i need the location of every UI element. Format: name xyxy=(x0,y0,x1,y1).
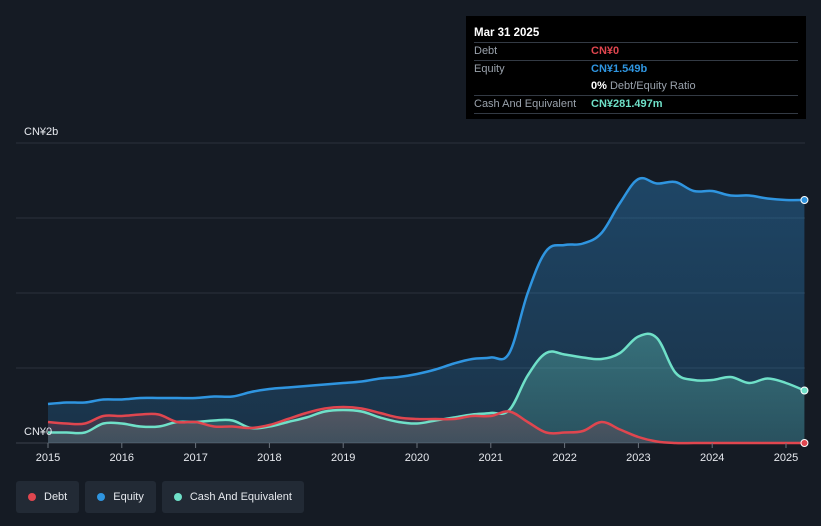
x-tick-label: 2019 xyxy=(331,452,355,464)
legend-equity-dot-icon xyxy=(97,493,106,501)
tooltip-row-ratio: 0% Debt/Equity Ratio xyxy=(474,78,798,95)
y-axis-bottom-label: CN¥0 xyxy=(24,426,52,438)
legend-debt-label: Debt xyxy=(44,491,68,503)
tooltip-ratio-label: Debt/Equity Ratio xyxy=(609,80,696,92)
x-tick-label: 2017 xyxy=(183,452,207,464)
debt-area xyxy=(48,407,805,444)
legend-debt-dot-icon xyxy=(28,493,36,501)
x-tick-label: 2022 xyxy=(552,452,576,464)
series-areas xyxy=(48,178,805,444)
y-axis-top-label: CN¥2b xyxy=(24,126,58,138)
tooltip-debt-value: CN¥0 xyxy=(591,45,620,57)
cash-and-equivalent-area xyxy=(48,333,805,443)
equity-end-marker xyxy=(800,196,809,204)
tooltip-row-equity: Equity CN¥1.549b xyxy=(474,60,798,78)
x-tick-label: 2015 xyxy=(36,452,60,464)
tooltip-debt-label: Debt xyxy=(474,45,498,57)
end-markers xyxy=(800,196,809,447)
x-tick-label: 2018 xyxy=(257,452,281,464)
tooltip-ratio: 0% Debt/Equity Ratio xyxy=(591,78,696,95)
x-tick-label: 2024 xyxy=(700,452,724,464)
legend-equity-label: Equity xyxy=(113,491,144,503)
tooltip-equity-label: Equity xyxy=(474,63,505,75)
tooltip-date: Mar 31 2025 xyxy=(474,27,540,39)
tooltip-cash-label: Cash And Equivalent xyxy=(474,98,577,110)
legend-cash-label: Cash And Equivalent xyxy=(189,491,292,503)
x-axis-ticks: 2015 2016 2017 2018 2019 2020 2021 2022 2023 2024… xyxy=(36,443,798,464)
tooltip-row-cash: Cash And Equivalent CN¥281.497m xyxy=(474,95,798,113)
legend-item-cash[interactable]: Cash And Equivalent xyxy=(161,481,304,513)
x-tick-label: 2016 xyxy=(110,452,134,464)
series-lines xyxy=(47,176,805,445)
cash-and-equivalent-end-marker xyxy=(800,386,809,395)
tooltip-cash-value: CN¥281.497m xyxy=(591,98,663,110)
chart-legend: Debt Equity Cash And Equivalent xyxy=(16,481,304,513)
x-tick-label: 2020 xyxy=(405,452,429,464)
legend-item-debt[interactable]: Debt xyxy=(16,481,80,513)
x-tick-label: 2021 xyxy=(479,452,503,464)
legend-item-equity[interactable]: Equity xyxy=(85,481,156,513)
x-tick-label: 2023 xyxy=(626,452,650,464)
debt-end-marker xyxy=(800,439,809,447)
tooltip-panel: Mar 31 2025 Debt CN¥0 Equity CN¥1.549b 0… xyxy=(466,16,806,119)
tooltip-ratio-value: 0% xyxy=(591,80,607,92)
tooltip-row-debt: Debt CN¥0 xyxy=(474,42,798,60)
tooltip-equity-value: CN¥1.549b xyxy=(591,63,648,75)
x-tick-label: 2025 xyxy=(774,452,798,464)
debt-line xyxy=(47,405,805,445)
equity-line xyxy=(47,176,805,406)
legend-cash-dot-icon xyxy=(173,493,182,501)
